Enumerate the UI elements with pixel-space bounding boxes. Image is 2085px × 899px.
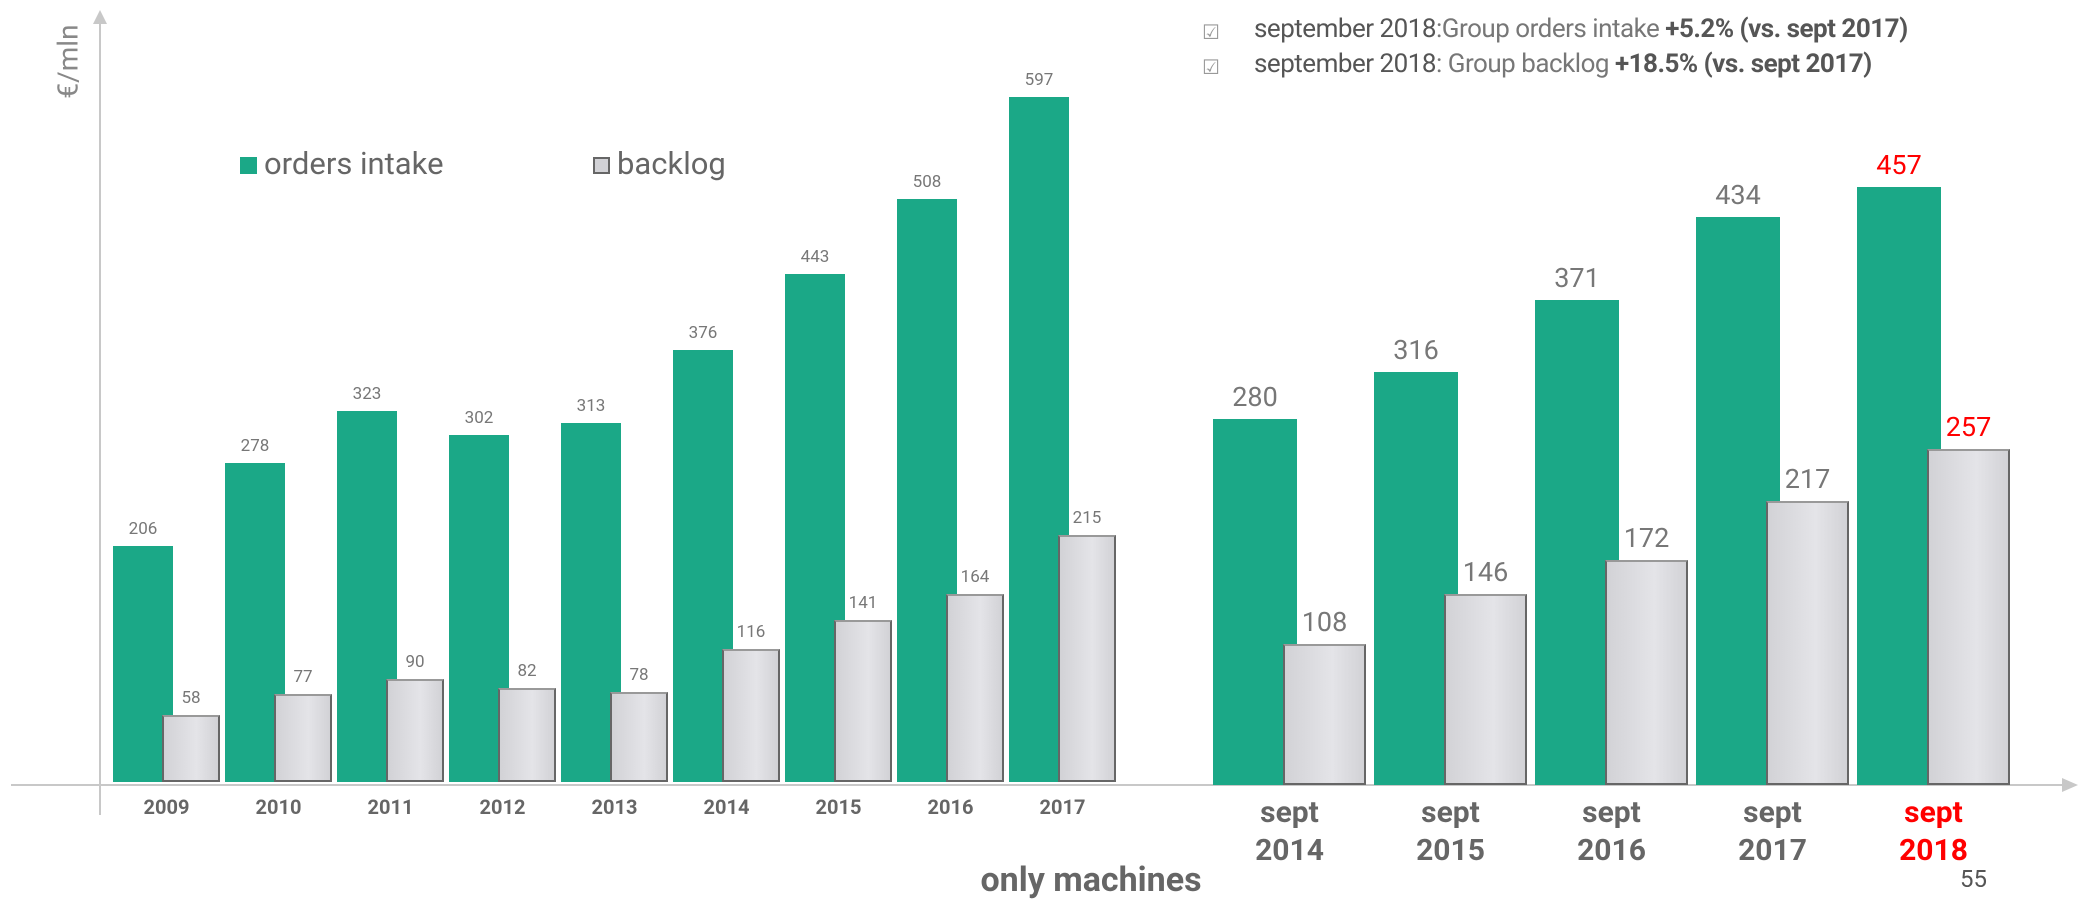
value-label: 90: [405, 651, 425, 672]
bar: [834, 620, 892, 782]
note: september 2018: Group backlog +18.5% (vs…: [1254, 49, 1872, 79]
value-label: 434: [1715, 179, 1761, 212]
value-label: 280: [1232, 380, 1278, 413]
value-label: 443: [800, 246, 830, 267]
x-tick-label: sept 2016: [1577, 795, 1646, 868]
bar: [610, 692, 668, 782]
x-tick-label: sept 2014: [1255, 795, 1324, 868]
value-label: 78: [629, 665, 649, 686]
x-tick-label: 2012: [479, 795, 526, 819]
note-date: september 2018: [1254, 49, 1437, 79]
x-tick-label: 2013: [591, 795, 638, 819]
value-label: 371: [1554, 261, 1600, 294]
footer: only machines: [980, 860, 1202, 899]
value-label: 376: [688, 323, 718, 344]
value-label: 597: [1024, 69, 1054, 90]
value-label: 508: [912, 171, 942, 192]
x-tick-label: 2014: [703, 795, 750, 819]
value-label: 116: [736, 621, 766, 642]
y-axis-arrow: [93, 10, 107, 24]
value-label: 164: [960, 566, 990, 587]
value-label: 457: [1876, 149, 1922, 182]
value-label: 313: [576, 395, 606, 416]
value-label: 82: [517, 660, 537, 681]
check-icon: ☑: [1202, 55, 1220, 79]
x-tick-label: 2010: [255, 795, 302, 819]
x-axis-arrow: [2062, 778, 2078, 792]
bar: [1058, 535, 1116, 782]
note-text: : Group backlog: [1436, 49, 1615, 79]
legend-swatch: [593, 157, 610, 174]
bar: [1283, 643, 1366, 785]
bar: [1766, 501, 1849, 785]
value-label: 77: [293, 666, 313, 687]
y-axis-label: €/mln: [51, 24, 85, 99]
x-tick-label: sept 2017: [1738, 795, 1807, 868]
value-label: 278: [240, 435, 270, 456]
value-label: 302: [464, 408, 494, 429]
bar: [498, 687, 556, 782]
check-icon: ☑: [1202, 20, 1220, 44]
x-tick-label: 2016: [927, 795, 974, 819]
page-number: 55: [1960, 865, 1987, 893]
bar: [162, 715, 220, 782]
note-date: september 2018: [1254, 14, 1437, 44]
x-tick-label: sept 2015: [1416, 795, 1485, 868]
x-tick-label: sept 2018: [1899, 795, 1968, 868]
note-bold: +18.5% (vs. sept 2017): [1614, 49, 1872, 79]
legend-swatch: [240, 157, 257, 174]
value-label: 206: [128, 518, 158, 539]
x-tick-label: 2011: [367, 795, 414, 819]
value-label: 316: [1393, 333, 1439, 366]
legend-label: orders intake: [264, 145, 444, 182]
bar: [722, 648, 780, 782]
bar: [946, 593, 1004, 782]
value-label: 172: [1623, 521, 1670, 554]
value-label: 257: [1945, 410, 1992, 443]
x-tick-label: 2017: [1039, 795, 1086, 819]
bar: [1444, 593, 1527, 785]
value-label: 58: [181, 688, 201, 709]
y-label-box: €/mln: [48, 20, 88, 100]
x-tick-label: 2009: [143, 795, 190, 819]
value-label: 146: [1462, 555, 1509, 588]
bar: [1927, 448, 2010, 785]
note-text: :Group orders intake: [1436, 14, 1666, 44]
bar: [1605, 559, 1688, 785]
note: september 2018:Group orders intake +5.2%…: [1254, 14, 1908, 44]
value-label: 108: [1301, 605, 1348, 638]
bar: [386, 678, 444, 782]
value-label: 141: [848, 593, 878, 614]
value-label: 217: [1784, 463, 1831, 496]
note-bold: +5.2% (vs. sept 2017): [1665, 14, 1908, 44]
x-tick-label: 2015: [815, 795, 862, 819]
value-label: 215: [1072, 508, 1102, 529]
bar: [274, 693, 332, 782]
value-label: 323: [352, 384, 382, 405]
legend-label: backlog: [617, 145, 726, 182]
